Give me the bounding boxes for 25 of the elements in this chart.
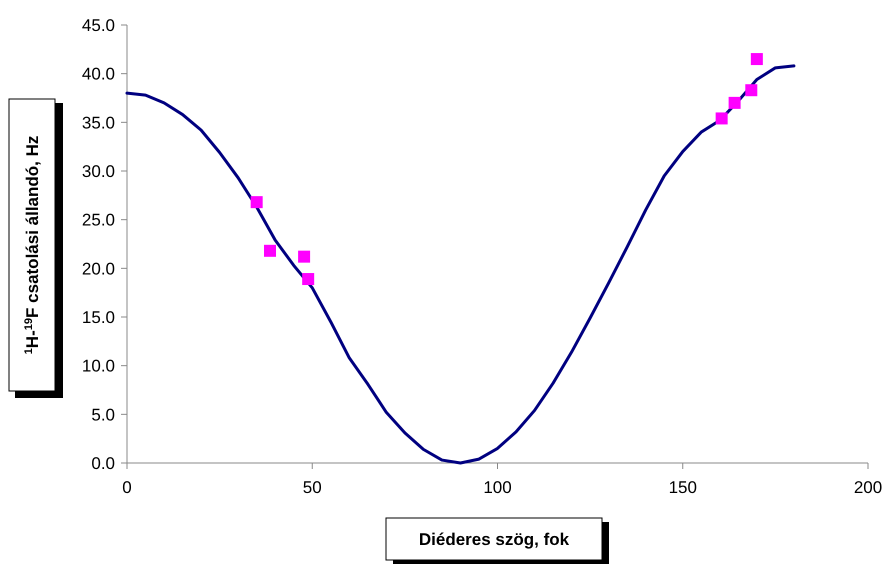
y-tick-label: 40.0	[82, 64, 115, 84]
point	[264, 244, 276, 257]
y-tick-label: 35.0	[82, 113, 115, 132]
point	[302, 273, 314, 286]
point	[728, 96, 741, 109]
y-tick-label: 10.0	[82, 356, 115, 376]
y-tick-label: 5.0	[91, 405, 115, 424]
point	[298, 250, 310, 263]
y-tick-label: 20.0	[82, 259, 115, 278]
x-tick-label: 0	[122, 478, 132, 497]
point	[250, 196, 263, 208]
point	[745, 84, 758, 96]
x-tick-label: 50	[302, 478, 322, 497]
point	[750, 53, 763, 66]
x-tick-label: 100	[483, 478, 512, 497]
line-series	[126, 64, 796, 464]
x-axis-title: Diéderes szög, fok	[418, 530, 570, 549]
y-tick-label: 30.0	[82, 162, 115, 181]
x-tick-label: 200	[854, 478, 882, 497]
point	[716, 112, 728, 124]
y-tick-label: 45.0	[82, 16, 115, 35]
y-tick-label: 15.0	[82, 308, 115, 327]
y-tick-label: 25.0	[82, 210, 115, 230]
y-tick-label: 0.0	[91, 454, 115, 473]
x-tick-label: 150	[668, 478, 697, 497]
